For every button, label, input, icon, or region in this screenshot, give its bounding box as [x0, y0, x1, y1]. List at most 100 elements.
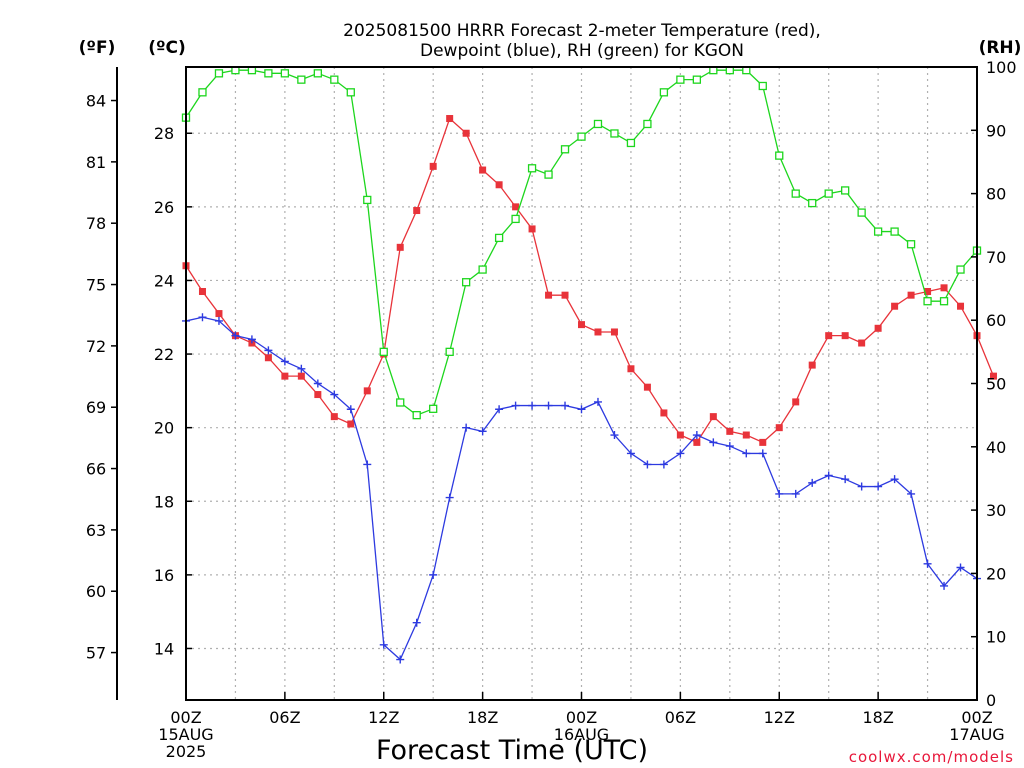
dewpoint-point	[264, 346, 273, 355]
rh-tick-label: 80	[986, 185, 1006, 204]
temperature-point	[479, 166, 487, 174]
rh-point	[939, 297, 949, 306]
rh-point	[758, 81, 767, 91]
dewpoint-point	[775, 489, 784, 498]
dewpoint-point	[346, 405, 355, 414]
temperature-point	[578, 321, 585, 329]
fahrenheit-tick-label: 78	[86, 214, 106, 233]
rh-point	[577, 132, 586, 141]
temperature-point	[314, 391, 322, 399]
x-tick-label: 17AUG	[949, 725, 1004, 744]
temperature-point	[627, 365, 635, 373]
dewpoint-point	[313, 379, 322, 388]
x-tick-label: 06Z	[269, 708, 300, 727]
dewpoint-point	[940, 581, 949, 590]
celsius-tick-label: 18	[154, 492, 174, 511]
temperature-point	[989, 372, 997, 380]
temperature-point	[693, 438, 701, 446]
x-tick-label: 00Z	[170, 708, 201, 727]
temperature-point	[413, 207, 421, 215]
temperature-point	[825, 332, 833, 340]
dewpoint-point	[725, 442, 734, 451]
fahrenheit-tick-label: 81	[86, 153, 106, 172]
fahrenheit-tick-label: 57	[86, 644, 106, 663]
dewpoint-point	[742, 449, 751, 458]
plot-frame	[185, 66, 978, 701]
rh-tick-label: 0	[986, 691, 996, 710]
dewpoint-point	[824, 471, 833, 480]
dewpoint-point	[709, 438, 718, 447]
rh-point	[923, 297, 932, 306]
dewpoint-point	[659, 460, 668, 469]
rh-tick-label: 70	[986, 248, 1006, 267]
rh-point	[841, 186, 850, 195]
dewpoint-point	[907, 489, 916, 498]
temperature-point	[297, 372, 305, 380]
rh-point	[610, 129, 619, 138]
dewpoint-point	[857, 482, 866, 491]
fahrenheit-tick-label: 60	[86, 582, 106, 601]
series-layer	[181, 66, 997, 664]
temperature-point	[462, 129, 470, 137]
temperature-point	[726, 427, 734, 435]
grid-lines	[186, 67, 977, 700]
dewpoint-point	[890, 475, 899, 484]
celsius-tick-label: 14	[154, 639, 174, 658]
rh-point	[363, 195, 372, 205]
celsius-tick-label: 24	[154, 271, 174, 290]
rh-point	[692, 75, 702, 84]
rh-tick-label: 40	[986, 438, 1006, 457]
temperature-point	[198, 287, 206, 295]
temperature-point	[561, 291, 569, 299]
axes-layer: 14 16 18 20 22 24 26 28 57 60 63 66 69 72 75 78 81 84 0 10 2…	[86, 58, 1017, 761]
x-tick-label: 00Z	[961, 708, 992, 727]
celsius-tick-label: 22	[154, 345, 174, 364]
rh-point	[264, 69, 273, 78]
temperature-point	[347, 420, 355, 428]
x-tick-label: 18Z	[467, 708, 498, 727]
dewpoint-point	[956, 563, 965, 572]
rh-point	[379, 347, 388, 357]
rh-tick-label: 90	[986, 121, 1006, 140]
dewpoint-point	[478, 427, 487, 436]
rh-point	[396, 398, 405, 407]
temperature-point	[429, 162, 437, 170]
temperature-point	[874, 324, 882, 332]
rh-point	[544, 170, 553, 179]
temperature-point	[775, 424, 783, 432]
left-unit-fahrenheit: (ºF)	[79, 38, 116, 58]
temperature-point	[742, 431, 750, 439]
rh-point	[593, 119, 603, 129]
dewpoint-point	[330, 390, 339, 399]
dewpoint-point	[462, 423, 471, 432]
temperature-point	[545, 291, 553, 299]
celsius-tick-label: 20	[154, 419, 174, 438]
rh-point	[808, 198, 817, 208]
x-tick-label: 12Z	[764, 708, 795, 727]
temperature-point	[940, 284, 948, 292]
rh-point	[775, 151, 784, 160]
rh-point	[643, 119, 652, 129]
dewpoint-point	[923, 559, 932, 568]
temperature-point	[858, 339, 866, 347]
right-unit-rh: (RH)	[979, 38, 1022, 58]
rh-point	[626, 138, 636, 148]
credit-text: coolwx.com/models	[849, 748, 1014, 766]
x-tick-label: 2025	[166, 742, 207, 761]
dewpoint-point	[676, 449, 685, 458]
rh-point	[346, 88, 355, 97]
dewpoint-point	[429, 570, 438, 579]
rh-tick-label: 50	[986, 375, 1006, 394]
rh-point	[330, 75, 339, 84]
rh-point	[214, 69, 224, 78]
dewpoint-point	[511, 401, 520, 410]
temperature-point	[891, 302, 899, 310]
temperature-point	[841, 332, 849, 340]
rh-point	[478, 265, 487, 274]
dewpoint-point	[231, 331, 240, 340]
rh-point	[659, 88, 669, 97]
dewpoint-point	[791, 489, 800, 498]
temperature-point	[363, 387, 371, 395]
rh-point	[824, 189, 833, 198]
rh-point	[890, 227, 899, 236]
